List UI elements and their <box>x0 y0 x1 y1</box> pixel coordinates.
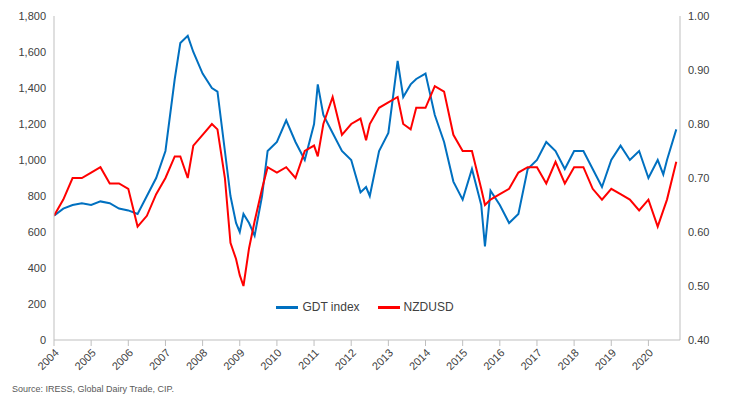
svg-text:0.60: 0.60 <box>688 226 709 238</box>
svg-text:600: 600 <box>28 226 46 238</box>
svg-text:2006: 2006 <box>109 346 135 372</box>
html-text:Source: IRESS, Global Dairy Tr: Source: IRESS, Global Dairy Trade, CIP. <box>12 384 174 394</box>
svg-text:1,400: 1,400 <box>18 82 46 94</box>
svg-text:200: 200 <box>28 298 46 310</box>
svg-text:400: 400 <box>28 262 46 274</box>
svg-text:2015: 2015 <box>444 346 470 372</box>
svg-text:2017: 2017 <box>518 346 544 372</box>
svg-text:0.40: 0.40 <box>688 334 709 346</box>
svg-text:2013: 2013 <box>370 346 396 372</box>
svg-text:2004: 2004 <box>35 346 61 372</box>
svg-text:0: 0 <box>40 334 46 346</box>
svg-text:0.50: 0.50 <box>688 280 709 292</box>
svg-text:1,000: 1,000 <box>18 154 46 166</box>
svg-text:2005: 2005 <box>72 346 98 372</box>
svg-text:0.70: 0.70 <box>688 172 709 184</box>
svg-text:2018: 2018 <box>555 346 581 372</box>
html-text:GDT index: GDT index <box>302 300 360 314</box>
svg-text:2007: 2007 <box>147 346 173 372</box>
svg-text:0.90: 0.90 <box>688 64 709 76</box>
svg-text:1.00: 1.00 <box>688 10 709 22</box>
svg-text:1,600: 1,600 <box>18 46 46 58</box>
svg-text:0.80: 0.80 <box>688 118 709 130</box>
svg-text:2012: 2012 <box>332 346 358 372</box>
svg-text:1,200: 1,200 <box>18 118 46 130</box>
svg-text:2019: 2019 <box>592 346 618 372</box>
svg-text:800: 800 <box>28 190 46 202</box>
html-text:NZDUSD: NZDUSD <box>403 300 454 314</box>
svg-text:2016: 2016 <box>481 346 507 372</box>
svg-text:2010: 2010 <box>258 346 284 372</box>
svg-text:2009: 2009 <box>221 346 247 372</box>
svg-text:1,800: 1,800 <box>18 10 46 22</box>
svg-text:2014: 2014 <box>407 346 433 372</box>
svg-text:2008: 2008 <box>184 346 210 372</box>
svg-text:2011: 2011 <box>296 346 321 371</box>
svg-text:2020: 2020 <box>630 346 656 372</box>
